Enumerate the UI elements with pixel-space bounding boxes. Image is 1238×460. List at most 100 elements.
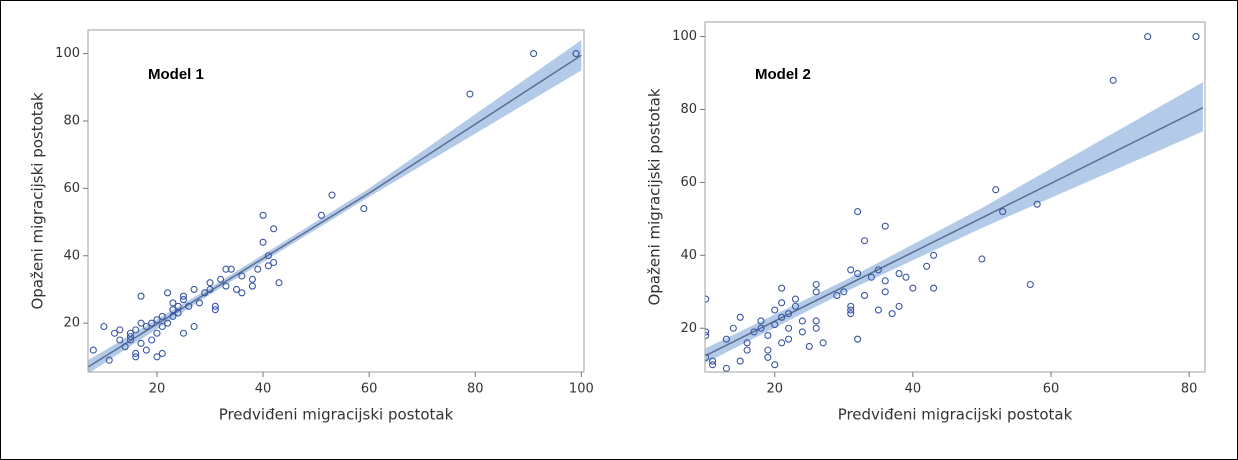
point	[705, 331, 710, 340]
point	[211, 302, 219, 310]
y-tick-label: 80	[680, 102, 697, 117]
y-tick-label: 60	[680, 175, 697, 190]
point	[137, 292, 145, 300]
point	[833, 291, 841, 299]
y-axis-label: Opaženi migracijski postotak	[646, 88, 664, 305]
point	[736, 357, 744, 365]
point	[179, 296, 188, 304]
x-axis-label: Predviđeni migracijski postotak	[219, 406, 454, 424]
point	[238, 289, 246, 297]
y-tick-label: 40	[63, 248, 80, 263]
x-tick-label: 20	[149, 382, 166, 397]
point	[116, 336, 124, 344]
point	[105, 356, 113, 364]
point	[895, 270, 903, 278]
point	[169, 312, 177, 320]
point	[264, 262, 272, 270]
point	[164, 289, 172, 297]
point	[785, 324, 793, 332]
point	[722, 335, 730, 343]
point	[190, 285, 198, 293]
point	[254, 265, 262, 273]
point	[142, 322, 150, 331]
point	[121, 343, 129, 351]
point	[778, 313, 786, 321]
point	[201, 289, 209, 297]
point	[360, 205, 368, 213]
point	[867, 273, 875, 281]
point	[743, 339, 751, 347]
point	[179, 292, 188, 300]
point	[206, 285, 214, 293]
point	[148, 319, 156, 327]
point	[840, 288, 848, 296]
point	[222, 265, 230, 273]
point	[259, 238, 267, 246]
point	[126, 336, 134, 344]
point	[771, 321, 779, 329]
point	[736, 313, 744, 321]
x-tick-label: 80	[467, 382, 484, 397]
point	[764, 331, 772, 340]
point	[757, 317, 765, 325]
plot-frame	[87, 29, 585, 373]
point	[217, 275, 225, 283]
point	[881, 222, 889, 230]
point	[132, 353, 140, 361]
point	[705, 328, 710, 336]
point	[137, 319, 145, 327]
point	[1033, 200, 1041, 208]
y-tick-label: 100	[672, 29, 697, 44]
point	[530, 50, 538, 58]
point	[798, 317, 806, 325]
point	[705, 295, 710, 303]
point	[466, 90, 474, 98]
point	[222, 282, 230, 290]
point	[126, 329, 134, 337]
point	[264, 252, 272, 260]
x-axis-label: Predviđeni migracijski postotak	[838, 406, 1073, 424]
point	[100, 322, 108, 331]
x-tick-label: 40	[905, 382, 922, 397]
point	[764, 346, 772, 354]
y-tick-label: 20	[680, 321, 697, 336]
point	[847, 266, 855, 274]
point	[238, 272, 246, 280]
point	[778, 299, 786, 307]
point	[874, 266, 882, 274]
point	[110, 329, 119, 337]
point	[270, 225, 278, 233]
y-tick-label: 100	[55, 46, 80, 61]
fit-line	[88, 54, 582, 368]
point	[185, 302, 193, 310]
x-tick-label: 60	[361, 382, 378, 397]
point	[248, 275, 256, 283]
point	[819, 339, 827, 347]
point	[798, 328, 806, 336]
point	[923, 262, 931, 270]
point	[317, 211, 325, 219]
point	[743, 346, 751, 354]
point	[153, 329, 161, 337]
point	[854, 208, 862, 216]
x-tick-label: 40	[255, 382, 272, 397]
point	[978, 255, 986, 263]
point	[805, 342, 813, 351]
point	[206, 279, 214, 287]
point	[930, 251, 938, 259]
point	[169, 306, 177, 314]
y-axis-label: Opaženi migracijski postotak	[29, 92, 47, 309]
point	[888, 310, 896, 318]
point	[248, 282, 256, 290]
point	[158, 322, 166, 331]
point	[902, 273, 910, 281]
point	[259, 211, 267, 219]
point	[847, 306, 855, 314]
x-tick-label: 80	[1181, 382, 1198, 397]
x-tick-label: 100	[569, 382, 594, 397]
point	[126, 333, 134, 341]
point	[232, 285, 241, 293]
